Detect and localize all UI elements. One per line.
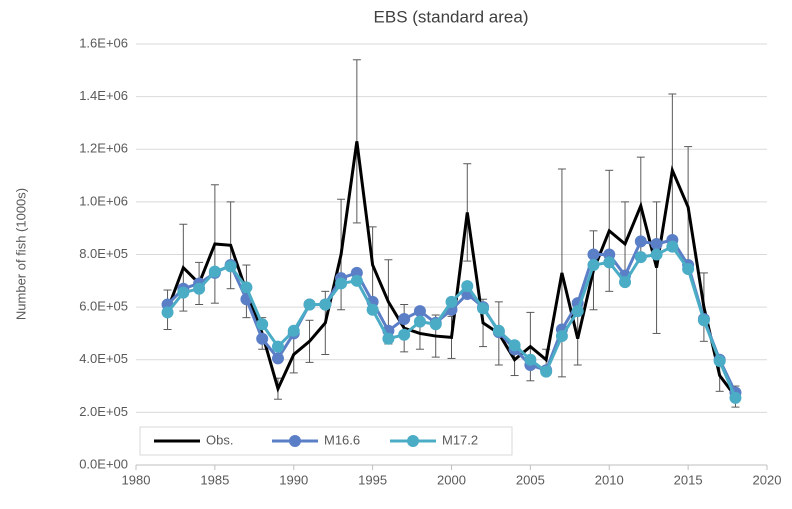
point xyxy=(524,353,537,366)
y-tick-label: 1.4E+06 xyxy=(79,88,128,103)
point xyxy=(398,312,411,325)
point xyxy=(413,305,426,318)
legend-marker xyxy=(407,435,419,447)
point xyxy=(413,315,426,328)
point xyxy=(587,248,600,261)
y-tick-label: 1.0E+06 xyxy=(79,193,128,208)
x-tick-label: 1995 xyxy=(358,472,387,487)
legend-label: M17.2 xyxy=(442,432,478,447)
legend-label: M16.6 xyxy=(324,432,360,447)
point xyxy=(508,339,521,352)
point xyxy=(445,295,458,308)
x-tick-label: 2005 xyxy=(516,472,545,487)
point xyxy=(208,265,221,278)
point xyxy=(492,324,505,337)
point xyxy=(256,332,269,345)
y-tick-label: 2.0E+05 xyxy=(79,404,128,419)
point xyxy=(177,286,190,299)
point xyxy=(350,274,363,287)
point xyxy=(587,259,600,272)
x-tick-label: 1980 xyxy=(122,472,151,487)
point xyxy=(398,328,411,341)
y-tick-label: 8.0E+05 xyxy=(79,246,128,261)
point xyxy=(303,298,316,311)
x-tick-label: 1990 xyxy=(279,472,308,487)
chart-title: EBS (standard area) xyxy=(374,7,529,26)
x-tick-label: 1985 xyxy=(200,472,229,487)
point xyxy=(224,260,237,273)
y-tick-label: 4.0E+05 xyxy=(79,351,128,366)
point xyxy=(382,332,395,345)
legend-label: Obs. xyxy=(206,432,233,447)
point xyxy=(650,248,663,261)
point xyxy=(634,251,647,264)
point xyxy=(429,318,442,331)
point xyxy=(666,240,679,253)
y-tick-label: 0.0E+00 xyxy=(79,456,128,471)
legend-box xyxy=(139,426,513,456)
point xyxy=(634,235,647,248)
point xyxy=(729,391,742,404)
point xyxy=(287,324,300,337)
point xyxy=(271,340,284,353)
x-tick-label: 2015 xyxy=(674,472,703,487)
point xyxy=(540,365,553,378)
point xyxy=(161,306,174,319)
point xyxy=(271,352,284,365)
y-tick-label: 1.2E+06 xyxy=(79,141,128,156)
point xyxy=(603,256,616,269)
point xyxy=(240,281,253,294)
point xyxy=(697,314,710,327)
legend-marker xyxy=(289,435,301,447)
point xyxy=(193,282,206,295)
point xyxy=(619,276,632,289)
y-tick-label: 1.6E+06 xyxy=(79,35,128,50)
point xyxy=(461,280,474,293)
point xyxy=(256,318,269,331)
point xyxy=(555,330,568,343)
point xyxy=(713,355,726,368)
x-tick-label: 2010 xyxy=(595,472,624,487)
point xyxy=(682,262,695,275)
point xyxy=(335,277,348,290)
point xyxy=(477,302,490,315)
point xyxy=(366,303,379,316)
point xyxy=(571,305,584,318)
point xyxy=(319,298,332,311)
y-tick-label: 6.0E+05 xyxy=(79,299,128,314)
point xyxy=(650,237,663,250)
x-tick-label: 2020 xyxy=(753,472,782,487)
y-axis-label: Number of fish (1000s) xyxy=(13,188,28,320)
x-tick-label: 2000 xyxy=(437,472,466,487)
